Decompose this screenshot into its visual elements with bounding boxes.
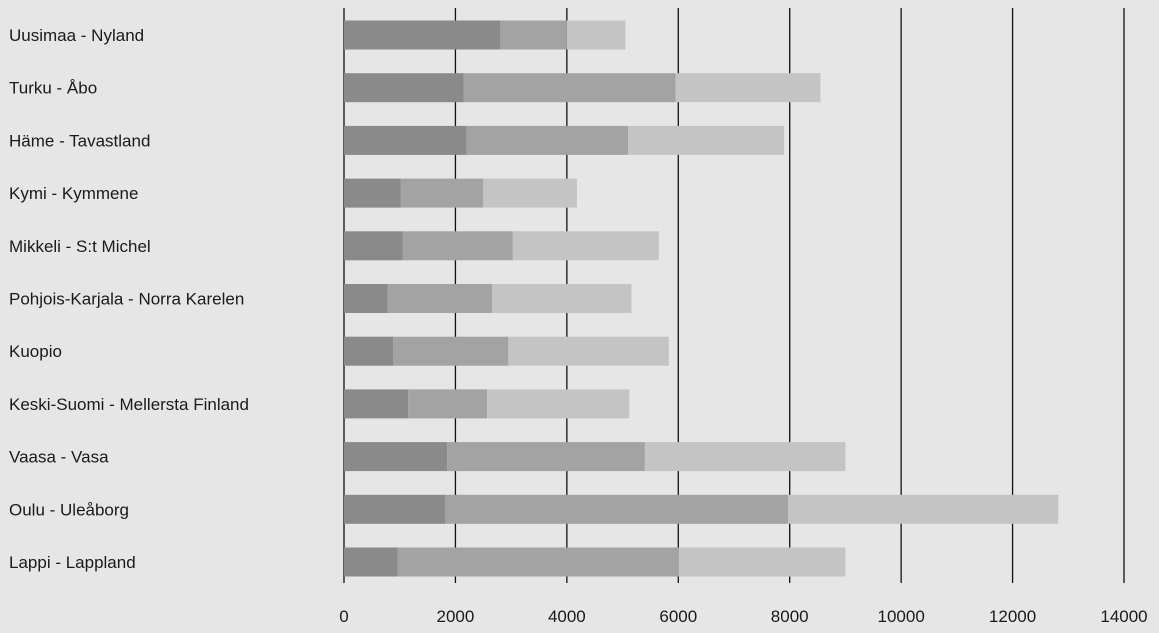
category-label: Keski-Suomi - Mellersta Finland <box>9 395 249 414</box>
bar-segment <box>628 125 785 155</box>
bar-segment <box>508 336 669 366</box>
bar-segment <box>402 231 513 261</box>
bar-segment <box>492 284 632 313</box>
bar-segment <box>500 20 567 50</box>
x-tick-label: 10000 <box>878 607 925 626</box>
bar-segment <box>487 389 630 419</box>
x-tick-label: 6000 <box>659 607 697 626</box>
bar-segment <box>566 20 626 50</box>
bar-segment <box>512 231 659 261</box>
bar-segment <box>344 389 409 419</box>
bar-segment <box>344 442 448 472</box>
bar-segment <box>344 284 388 313</box>
bar-segment <box>387 284 493 313</box>
category-label: Vaasa - Vasa <box>9 448 109 467</box>
x-tick-labels: 0 2000 4000 6000 8000 10000 12000 14000 <box>339 607 1147 626</box>
bar-segment <box>447 442 645 472</box>
category-label: Lappi - Lappland <box>9 553 136 572</box>
bar-segment <box>344 231 403 261</box>
bar-segment <box>463 73 676 103</box>
x-tick-label: 4000 <box>548 607 586 626</box>
bar-segment <box>644 442 846 472</box>
category-label: Oulu - Uleåborg <box>9 500 129 519</box>
bar-segment <box>675 73 821 103</box>
x-tick-label: 12000 <box>989 607 1036 626</box>
bar-segment <box>400 178 484 208</box>
bars <box>344 20 1059 577</box>
x-tick-label: 14000 <box>1100 607 1147 626</box>
x-tick-label: 0 <box>339 607 348 626</box>
bar-segment <box>344 178 401 208</box>
category-label: Mikkeli - S:t Michel <box>9 237 151 256</box>
bar-segment <box>397 547 679 577</box>
category-label: Kuopio <box>9 342 62 361</box>
category-labels: Uusimaa - Nyland Turku - Åbo Häme - Tavast… <box>9 26 249 572</box>
bar-segment <box>788 494 1059 524</box>
x-tick-label: 2000 <box>437 607 475 626</box>
bar-segment <box>344 20 500 50</box>
category-label: Uusimaa - Nyland <box>9 26 144 45</box>
category-label: Kymi - Kymmene <box>9 184 138 203</box>
bar-segment <box>408 389 488 419</box>
bar-segment <box>445 494 789 524</box>
bar-segment <box>344 336 394 366</box>
category-label: Häme - Tavastland <box>9 131 150 150</box>
bar-segment <box>344 547 398 577</box>
bar-segment <box>344 125 467 155</box>
bar-segment <box>466 125 629 155</box>
bar-segment <box>344 73 464 103</box>
category-label: Pohjois-Karjala - Norra Karelen <box>9 290 244 309</box>
bar-segment <box>344 494 446 524</box>
x-tick-label: 8000 <box>771 607 809 626</box>
bar-segment <box>678 547 846 577</box>
bar-segment <box>393 336 509 366</box>
bar-segment <box>483 178 577 208</box>
category-label: Turku - Åbo <box>9 79 97 98</box>
